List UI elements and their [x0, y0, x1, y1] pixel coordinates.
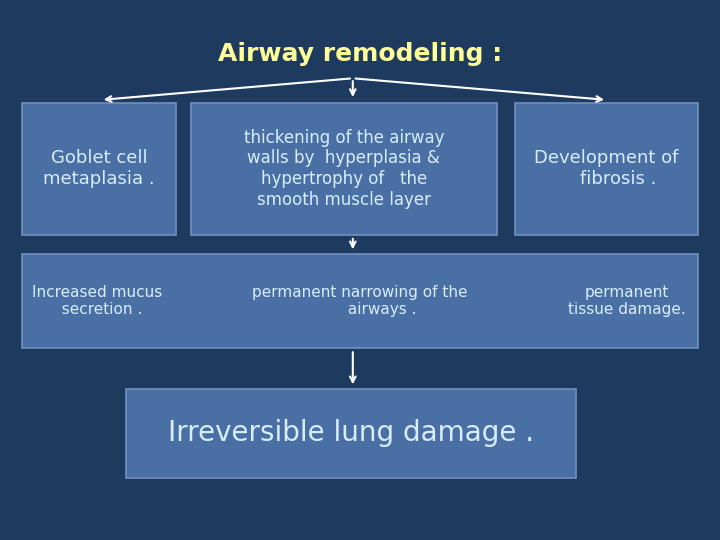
FancyBboxPatch shape	[515, 103, 698, 235]
FancyBboxPatch shape	[22, 254, 698, 348]
FancyBboxPatch shape	[22, 103, 176, 235]
FancyBboxPatch shape	[126, 389, 576, 478]
Text: Goblet cell
metaplasia .: Goblet cell metaplasia .	[43, 150, 155, 188]
Text: permanent narrowing of the
         airways .: permanent narrowing of the airways .	[252, 285, 468, 317]
Text: Increased mucus
  secretion .: Increased mucus secretion .	[32, 285, 162, 317]
Text: Airway remodeling :: Airway remodeling :	[218, 42, 502, 66]
Text: Irreversible lung damage .: Irreversible lung damage .	[168, 420, 534, 447]
Text: permanent
tissue damage.: permanent tissue damage.	[567, 285, 685, 317]
FancyBboxPatch shape	[191, 103, 497, 235]
Text: Development of
    fibrosis .: Development of fibrosis .	[534, 150, 679, 188]
Text: thickening of the airway
walls by  hyperplasia &
hypertrophy of   the
smooth mus: thickening of the airway walls by hyperp…	[243, 129, 444, 209]
